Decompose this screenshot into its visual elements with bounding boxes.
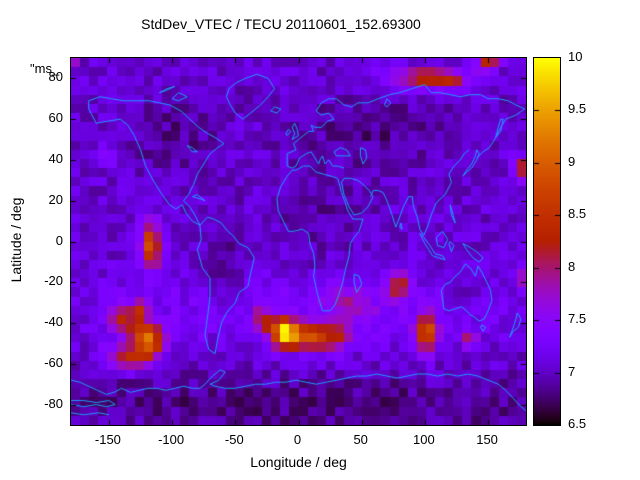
colorbar-tick-label: 7 xyxy=(568,363,576,379)
y-tick-label: -40 xyxy=(44,314,63,330)
colorbar-tick-label: 7.5 xyxy=(568,311,587,327)
colorbar-tick-label: 8.5 xyxy=(568,206,587,222)
x-tick-label: 0 xyxy=(293,432,302,447)
x-tick-label: 100 xyxy=(413,432,435,447)
x-tick-label: -50 xyxy=(224,432,244,447)
y-tick-label: -80 xyxy=(44,395,63,411)
x-tick-label: 150 xyxy=(476,432,498,447)
colorbar-tick-label: 9 xyxy=(568,153,576,169)
stray-text-fragment: "ms_ xyxy=(30,61,60,76)
y-tick-label: 40 xyxy=(48,150,63,166)
x-tick-label: -150 xyxy=(94,432,121,447)
y-tick-label: 80 xyxy=(48,69,63,85)
x-tick-label: 50 xyxy=(353,432,368,447)
chart-title: StdDev_VTEC / TECU 20110601_152.69300 xyxy=(141,16,421,32)
y-tick-label: 0 xyxy=(55,232,63,248)
colorbar-tick-label: 8 xyxy=(568,258,576,274)
y-tick-label: 60 xyxy=(48,110,63,126)
y-tick-label: 20 xyxy=(48,191,63,207)
colorbar-tick-label: 6.5 xyxy=(568,416,587,431)
colorbar-canvas xyxy=(533,57,561,426)
colorbar-tick-label: 10 xyxy=(568,49,583,64)
colorbar-tick-label: 9.5 xyxy=(568,101,587,117)
heatmap-canvas xyxy=(70,57,527,426)
x-axis-label: Longitude / deg xyxy=(250,454,347,470)
x-tick-label: -100 xyxy=(158,432,185,447)
y-tick-label: -20 xyxy=(44,273,63,289)
y-tick-label: -60 xyxy=(44,354,63,370)
